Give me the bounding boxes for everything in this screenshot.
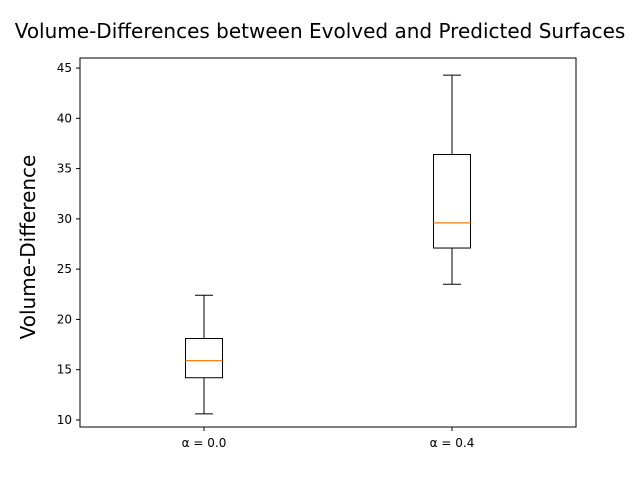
iqr-box	[433, 154, 471, 249]
y-tick-label: 15	[57, 363, 72, 377]
y-tick-label: 10	[57, 413, 72, 427]
y-tick-label: 45	[57, 61, 72, 75]
y-tick-label: 20	[57, 312, 72, 326]
y-tick-label: 35	[57, 162, 72, 176]
y-tick-label: 25	[57, 262, 72, 276]
plot-area-frame	[79, 57, 577, 428]
x-tick-label: α = 0.0	[182, 436, 227, 450]
box-series	[185, 74, 471, 415]
y-axis-label: Volume-Difference	[16, 155, 40, 340]
x-axis-ticks: α = 0.0 α = 0.4	[182, 427, 475, 450]
x-tick-label: α = 0.4	[430, 436, 475, 450]
chart-title: Volume-Differences between Evolved and P…	[15, 19, 626, 43]
y-tick-label: 40	[57, 111, 72, 125]
y-axis-ticks: 10 15 20 25 30 35 40 45	[57, 61, 80, 427]
y-tick-label: 30	[57, 212, 72, 226]
iqr-box	[185, 338, 223, 379]
